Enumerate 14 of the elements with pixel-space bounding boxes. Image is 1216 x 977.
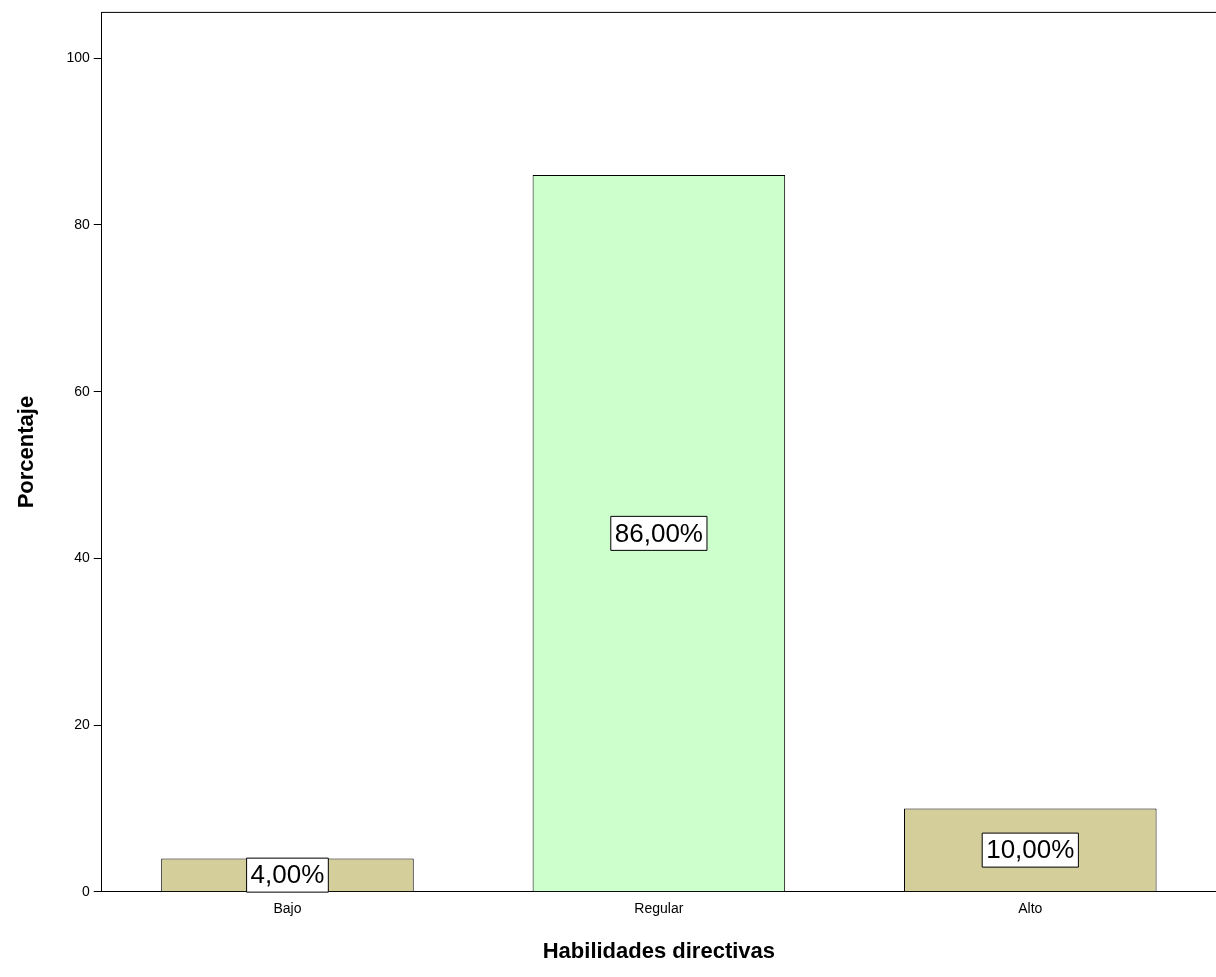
y-tick-label: 20 xyxy=(74,715,90,732)
y-tick-label: 40 xyxy=(74,549,90,566)
y-tick-label: 100 xyxy=(66,49,90,66)
data-label: 86,00% xyxy=(614,517,703,548)
x-axis-title: Habilidades directivas xyxy=(542,937,776,963)
y-tick-label: 60 xyxy=(74,382,90,399)
y-tick-label: 0 xyxy=(81,882,90,899)
data-label: 4,00% xyxy=(250,859,325,890)
x-tick-label: Bajo xyxy=(273,900,302,917)
x-tick-label: Regular xyxy=(634,900,684,917)
x-tick-label: Alto xyxy=(1018,900,1043,917)
data-label: 10,00% xyxy=(986,834,1075,865)
y-axis-title: Porcentaje xyxy=(13,395,39,509)
y-tick-label: 80 xyxy=(74,215,90,232)
